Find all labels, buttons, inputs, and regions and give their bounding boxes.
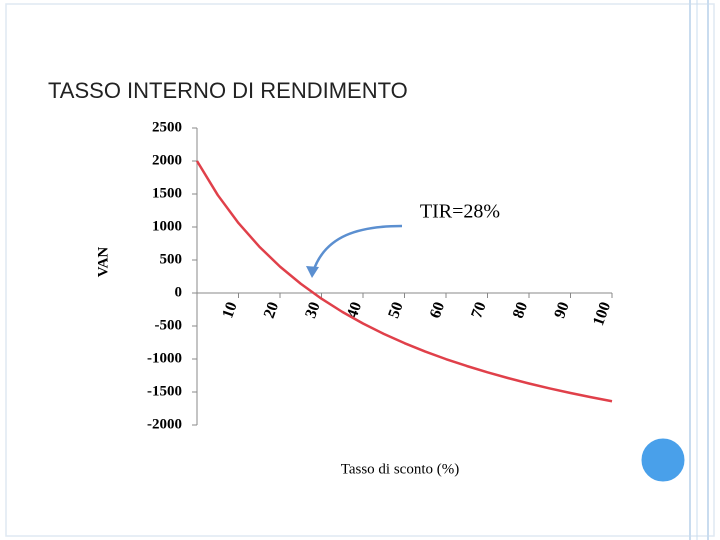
x-tick-label: 100 — [590, 300, 614, 328]
y-tick-label: -500 — [155, 317, 183, 333]
x-tick-label: 30 — [302, 300, 323, 321]
x-tick-label: 60 — [427, 300, 448, 321]
y-tick-label: -1000 — [147, 350, 182, 366]
slide-frame — [5, 3, 715, 537]
x-tick-label: 10 — [219, 300, 240, 321]
y-tick-label: -2000 — [147, 416, 182, 432]
decor-circle — [638, 435, 688, 485]
y-tick-label: 1000 — [152, 218, 182, 234]
series-line — [195, 160, 613, 403]
x-axis-label: Tasso di sconto (%) — [341, 461, 460, 477]
x-tick-label: 50 — [385, 300, 406, 321]
y-tick-label: 1500 — [152, 185, 182, 201]
annotation-arrow — [311, 224, 403, 273]
slide-title: TASSO INTERNO DI RENDIMENTO — [48, 78, 408, 103]
annotation: TIR=28% — [420, 201, 500, 223]
annotation-arrowhead — [306, 266, 319, 278]
x-tick-label: 70 — [468, 300, 489, 321]
y-tick-label: 500 — [160, 251, 183, 267]
y-tick-label: 2000 — [152, 152, 182, 168]
y-tick-label: -1500 — [147, 383, 182, 399]
y-tick-label: 2500 — [152, 119, 182, 135]
x-tick-label: 80 — [510, 300, 531, 321]
y-tick-label: 0 — [175, 284, 183, 300]
x-tick-label: 90 — [551, 300, 572, 321]
y-axis-label: VAN — [95, 247, 111, 278]
x-tick-label: 20 — [261, 300, 282, 321]
